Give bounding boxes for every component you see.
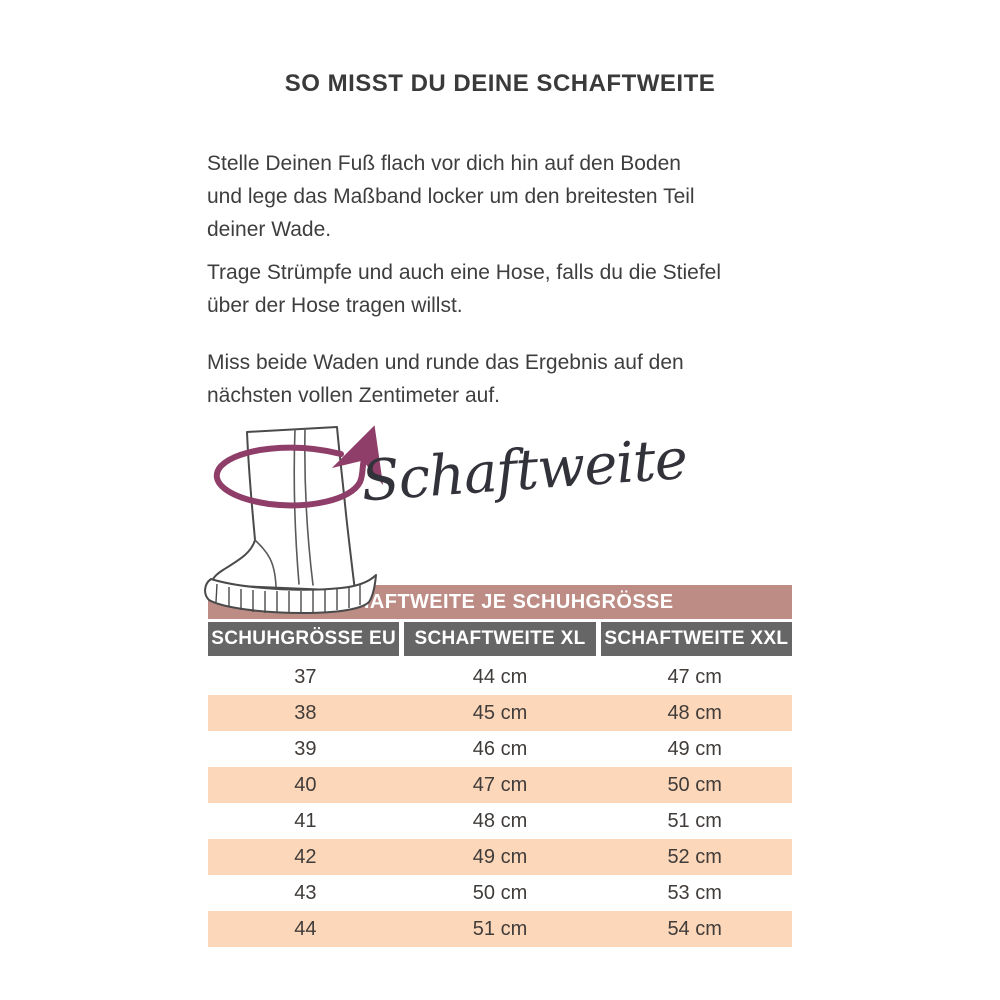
table-row: 39 46 cm 49 cm <box>208 731 792 767</box>
measuring-loop-arrow-icon <box>213 425 384 509</box>
table-cell: 48 cm <box>667 702 722 724</box>
instruction-paragraph-1: Stelle Deinen Fuß flach vor dich hin auf… <box>207 152 695 241</box>
table-cell: 40 <box>294 774 317 796</box>
table-cell: 39 <box>294 738 317 760</box>
table-row: 38 45 cm 48 cm <box>208 695 792 731</box>
column-header-2: SCHAFTWEITE XXL <box>600 622 792 656</box>
size-table-body: 37 44 cm 47 cm 38 45 cm 48 cm 39 46 cm 49 cm 40 47… <box>208 659 792 947</box>
instruction-paragraph-2: Trage Strümpfe und auch eine Hose, falls… <box>207 261 722 317</box>
column-header-0: SCHUHGRÖSSE EU <box>208 622 400 656</box>
table-row: 43 50 cm 53 cm <box>208 875 792 911</box>
instruction-paragraph-3: Miss beide Waden und runde das Ergebnis … <box>207 351 684 407</box>
boot-icon <box>204 425 384 614</box>
table-row: 44 51 cm 54 cm <box>208 911 792 947</box>
schaftweite-script-label: Schaftweite <box>359 426 689 515</box>
table-cell: 43 <box>294 882 317 904</box>
table-row: 37 44 cm 47 cm <box>208 659 792 695</box>
table-row: 40 47 cm 50 cm <box>208 767 792 803</box>
table-cell: 47 cm <box>472 774 528 796</box>
page-title: SO MISST DU DEINE SCHAFTWEITE <box>284 70 716 97</box>
table-cell: 42 <box>294 846 317 868</box>
table-cell: 51 cm <box>667 810 722 832</box>
table-cell: 54 cm <box>667 918 722 940</box>
table-cell: 49 cm <box>472 846 528 868</box>
table-cell: 44 cm <box>472 666 528 688</box>
table-cell: 49 cm <box>667 738 722 760</box>
table-cell: 41 <box>294 810 317 832</box>
table-cell: 53 cm <box>667 882 722 904</box>
table-cell: 44 <box>294 918 317 940</box>
size-table-header: SCHUHGRÖSSE EU SCHAFTWEITE XL SCHAFTWEITE … <box>208 622 792 656</box>
table-cell: 45 cm <box>472 702 528 724</box>
size-table: SCHAFTWEITE JE SCHUHGRÖSSE SCHUHGRÖSSE E… <box>208 585 792 947</box>
table-cell: 38 <box>294 702 317 724</box>
table-cell: 52 cm <box>667 846 722 868</box>
table-cell: 50 cm <box>667 774 722 796</box>
table-cell: 46 cm <box>472 738 528 760</box>
boot-illustration: Schaftweite <box>203 424 689 624</box>
table-cell: 50 cm <box>472 882 528 904</box>
table-cell: 51 cm <box>472 918 528 940</box>
table-row: 41 48 cm 51 cm <box>208 803 792 839</box>
table-cell: 47 cm <box>667 666 722 688</box>
column-header-1: SCHAFTWEITE XL <box>404 622 596 656</box>
table-cell: 48 cm <box>472 810 528 832</box>
tall-boot-outline-icon <box>204 426 377 614</box>
table-cell: 37 <box>294 666 317 688</box>
table-row: 42 49 cm 52 cm <box>208 839 792 875</box>
